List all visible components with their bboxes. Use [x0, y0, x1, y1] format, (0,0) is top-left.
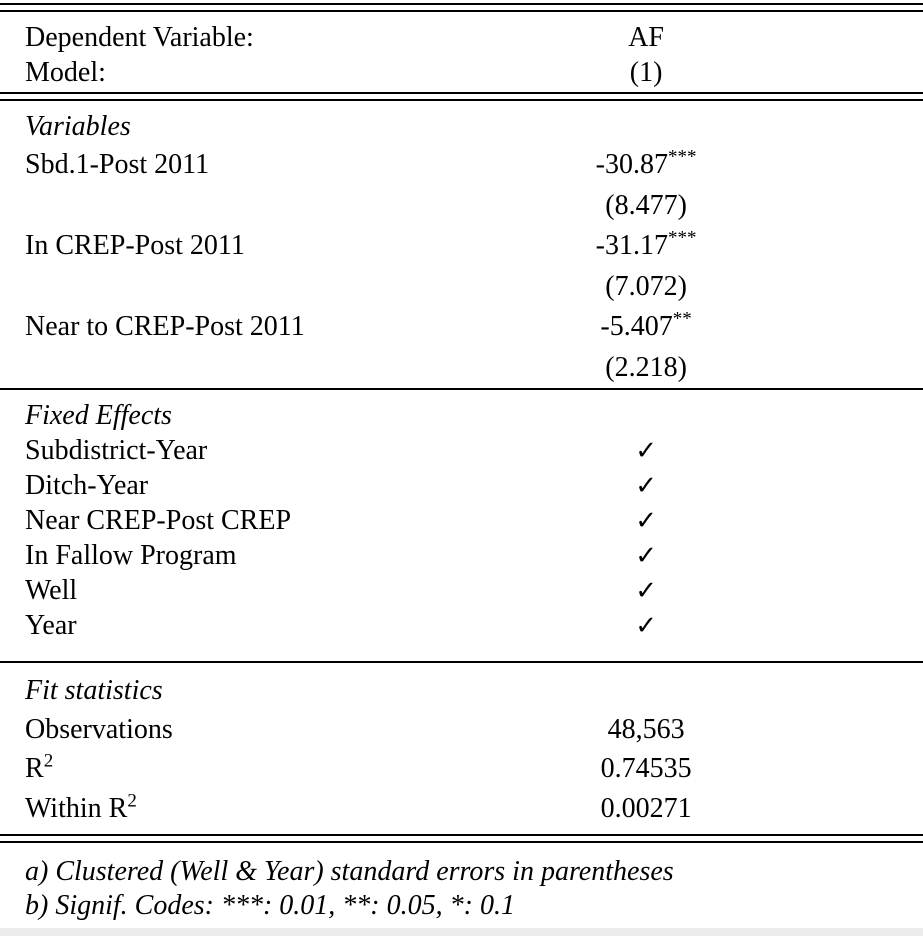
coefficient-value: -30.87*** — [595, 146, 697, 180]
variables-bottom-rule — [0, 388, 923, 390]
table-row: In CREP-Post 2011 -31.17*** — [0, 226, 923, 266]
table-row: Near to CREP-Post 2011 -5.407** — [0, 307, 923, 347]
table-row: In Fallow Program ✓ — [0, 538, 923, 573]
table-row: Sbd.1-Post 2011 -30.87*** — [0, 145, 923, 185]
variables-section: Variables Sbd.1-Post 2011 -30.87*** (8.4… — [0, 101, 923, 388]
table-row: (8.477) — [0, 185, 923, 226]
footnote-clustering: a) Clustered (Well & Year) standard erro… — [25, 856, 674, 887]
table-row: (7.072) — [0, 266, 923, 307]
checkmark-icon: ✓ — [635, 576, 657, 606]
fit-statistics-section-title-row: Fit statistics — [0, 671, 923, 710]
checkmark-icon: ✓ — [635, 436, 657, 466]
fixed-effects-bottom-rule — [0, 661, 923, 663]
fit-statistic-value: 0.74535 — [600, 753, 692, 784]
table-header-section: Dependent Variable: AF Model: (1) — [0, 12, 923, 92]
fit-statistic-label: R2 — [25, 750, 54, 784]
fixed-effect-label: Year — [25, 610, 77, 641]
standard-error-value: (2.218) — [605, 352, 687, 383]
coefficient-value: -5.407** — [600, 308, 692, 342]
significance-stars: ** — [672, 308, 692, 330]
table-row: Well ✓ — [0, 573, 923, 608]
variables-section-title: Variables — [25, 111, 131, 142]
dependent-variable-label: Dependent Variable: — [25, 22, 254, 53]
fixed-effects-section: Fixed Effects Subdistrict-Year ✓ Ditch-Y… — [0, 390, 923, 661]
table-row: Near CREP-Post CREP ✓ — [0, 503, 923, 538]
top-double-rule — [0, 3, 923, 12]
variable-label: Sbd.1-Post 2011 — [25, 149, 210, 180]
table-row: Year ✓ — [0, 608, 923, 643]
footnotes-section: a) Clustered (Well & Year) standard erro… — [0, 843, 923, 923]
window-bottom-edge — [0, 928, 923, 936]
checkmark-icon: ✓ — [635, 506, 657, 536]
fit-statistic-value: 0.00271 — [600, 793, 692, 824]
fit-statistics-section-title: Fit statistics — [25, 675, 163, 706]
fit-statistic-value: 48,563 — [607, 714, 685, 745]
fit-statistic-label: Within R2 — [25, 790, 137, 824]
table-row: Ditch-Year ✓ — [0, 468, 923, 503]
model-row: Model: (1) — [0, 55, 923, 90]
checkmark-icon: ✓ — [635, 541, 657, 571]
coefficient-value: -31.17*** — [595, 227, 697, 261]
fixed-effect-label: Ditch-Year — [25, 470, 149, 501]
dependent-variable-value: AF — [628, 22, 664, 53]
variables-section-title-row: Variables — [0, 109, 923, 145]
bottom-double-rule — [0, 834, 923, 843]
model-label: Model: — [25, 57, 106, 88]
table-row: Observations 48,563 — [0, 710, 923, 749]
table-row: R2 0.74535 — [0, 749, 923, 788]
footnote-significance-codes: b) Signif. Codes: ***: 0.01, **: 0.05, *… — [25, 890, 515, 921]
fixed-effects-section-title-row: Fixed Effects — [0, 398, 923, 433]
checkmark-icon: ✓ — [635, 471, 657, 501]
table-row: Subdistrict-Year ✓ — [0, 433, 923, 468]
variable-label: Near to CREP-Post 2011 — [25, 311, 305, 342]
standard-error-value: (8.477) — [605, 190, 687, 221]
model-number: (1) — [629, 57, 663, 88]
standard-error-value: (7.072) — [605, 271, 687, 302]
significance-stars: *** — [668, 146, 697, 168]
dependent-variable-row: Dependent Variable: AF — [0, 20, 923, 55]
checkmark-icon: ✓ — [635, 611, 657, 641]
fixed-effect-label: In Fallow Program — [25, 540, 237, 571]
fixed-effects-section-title: Fixed Effects — [25, 400, 172, 431]
fixed-effect-label: Well — [25, 575, 78, 606]
significance-stars: *** — [668, 227, 697, 249]
fit-statistics-section: Fit statistics Observations 48,563 R2 0.… — [0, 663, 923, 834]
fit-statistic-label: Observations — [25, 714, 173, 745]
variable-label: In CREP-Post 2011 — [25, 230, 245, 261]
table-row: Within R2 0.00271 — [0, 788, 923, 830]
header-double-rule — [0, 92, 923, 101]
table-row: (2.218) — [0, 347, 923, 388]
fixed-effect-label: Subdistrict-Year — [25, 435, 208, 466]
fixed-effect-label: Near CREP-Post CREP — [25, 505, 292, 536]
